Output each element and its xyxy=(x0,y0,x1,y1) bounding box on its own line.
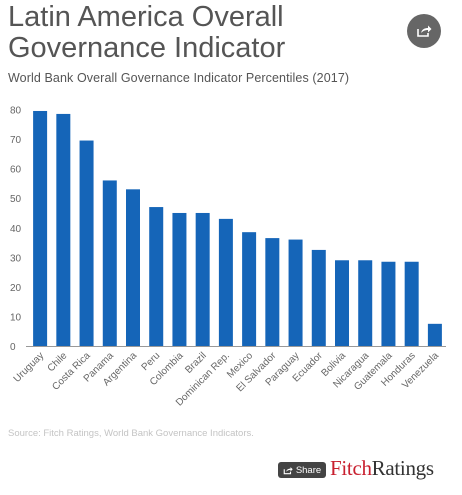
y-tick-label: 80 xyxy=(10,106,22,117)
bar[interactable] xyxy=(358,260,373,346)
bars xyxy=(33,110,442,347)
bar[interactable] xyxy=(404,261,419,346)
bar[interactable] xyxy=(218,218,233,346)
bar[interactable] xyxy=(33,110,48,346)
y-tick-label: 30 xyxy=(10,253,22,264)
source-note: Source: Fitch Ratings, World Bank Govern… xyxy=(8,428,254,439)
bar[interactable] xyxy=(311,249,326,346)
bar[interactable] xyxy=(149,207,164,346)
chart-subtitle: World Bank Overall Governance Indicator … xyxy=(8,71,350,85)
bar[interactable] xyxy=(102,180,117,346)
y-tick-label: 60 xyxy=(10,165,22,176)
y-tick-label: 50 xyxy=(10,194,22,205)
y-axis: 0 10 20 30 40 50 60 70 80 xyxy=(10,106,22,354)
y-tick-label: 0 xyxy=(10,342,16,353)
brand-logo[interactable]: FitchRatings xyxy=(330,456,434,481)
footer-share-button[interactable]: Share xyxy=(278,462,326,478)
bar[interactable] xyxy=(79,140,94,346)
bar[interactable] xyxy=(242,232,257,346)
bar[interactable] xyxy=(427,323,442,346)
bar[interactable] xyxy=(195,212,210,346)
bar[interactable] xyxy=(172,212,187,346)
brand-suffix: Ratings xyxy=(371,456,434,480)
share-button[interactable] xyxy=(407,14,441,48)
y-tick-label: 70 xyxy=(10,135,22,146)
bar[interactable] xyxy=(56,113,71,347)
bar[interactable] xyxy=(335,260,349,346)
bar[interactable] xyxy=(381,261,396,346)
bar[interactable] xyxy=(288,239,303,346)
bar[interactable] xyxy=(126,189,140,346)
share-icon xyxy=(417,25,432,37)
brand-prefix: Fitch xyxy=(330,456,372,480)
y-tick-label: 40 xyxy=(10,224,22,235)
x-tick-label: Uruguay xyxy=(12,350,47,385)
bar[interactable] xyxy=(265,238,280,346)
y-tick-label: 20 xyxy=(10,283,22,294)
share-icon xyxy=(283,466,293,474)
y-tick-label: 10 xyxy=(10,312,22,323)
footer-share-label: Share xyxy=(295,464,322,476)
chart-title: Latin America Overall Governance Indicat… xyxy=(8,1,286,64)
